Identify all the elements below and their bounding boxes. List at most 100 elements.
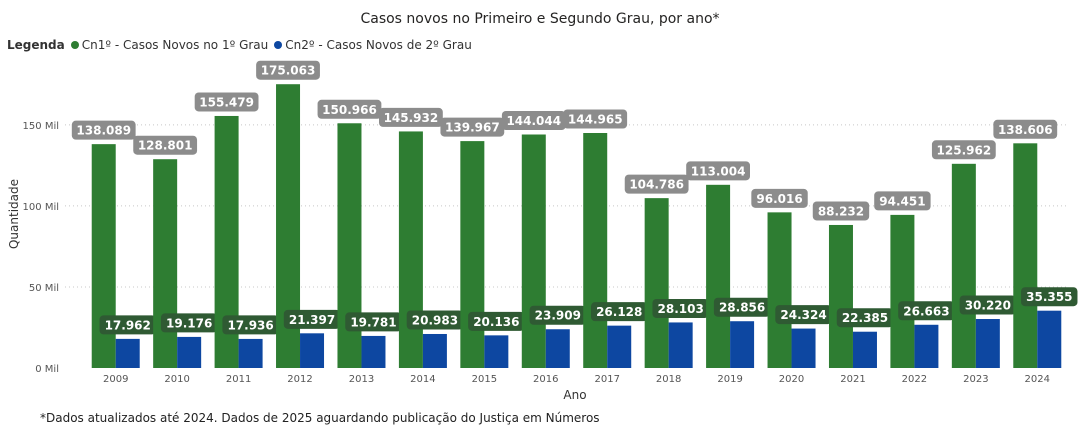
data-label-cn1-2024-bg: [993, 119, 1058, 139]
data-label-cn2-2011-bg: [222, 315, 279, 335]
data-label-cn1-2010: 128.801: [138, 139, 193, 153]
x-tick-label-2014: 2014: [410, 374, 435, 385]
bar-cn2-2015: [484, 335, 509, 368]
bar-cn1-2022: [890, 214, 915, 368]
x-tick-label-2009: 2009: [103, 374, 128, 385]
data-label-cn2-2013: 19.781: [350, 315, 396, 329]
data-label-cn2-2018-bg: [652, 298, 709, 318]
data-label-cn2-2015-bg: [468, 311, 525, 331]
data-label-cn1-2011: 155.479: [199, 95, 254, 109]
data-label-cn2-2017: 26.128: [596, 305, 642, 319]
legend-title: Legenda: [7, 38, 65, 52]
data-label-cn1-2014-bg: [379, 107, 443, 127]
legend-label-cn2: Cn2º - Casos Novos de 2º Grau: [285, 38, 472, 52]
data-label-cn2-2019-bg: [713, 297, 771, 317]
data-label-cn2-2010-bg: [160, 313, 218, 333]
data-label-cn2-2021: 22.385: [842, 311, 888, 325]
x-tick-label-2023: 2023: [963, 374, 988, 385]
data-label-cn1-2015: 139.967: [445, 121, 500, 135]
data-label-cn2-2018: 28.103: [658, 302, 704, 316]
legend-item-cn2[interactable]: Cn2º - Casos Novos de 2º Grau: [274, 38, 472, 52]
data-label-cn1-2010-bg: [133, 135, 198, 155]
bar-cn1-2014: [398, 131, 423, 368]
bar-cn2-2017: [607, 325, 632, 368]
bar-cn2-2016: [545, 329, 570, 368]
bar-cn2-2011: [238, 338, 263, 368]
data-label-cn1-2021-bg: [812, 201, 870, 221]
data-label-cn1-2018: 104.786: [629, 178, 684, 192]
x-tick-label-2016: 2016: [533, 374, 558, 385]
data-label-cn1-2012: 175.063: [261, 64, 316, 78]
data-label-cn2-2017-bg: [591, 302, 648, 322]
data-label-cn2-2012: 21.397: [289, 313, 335, 327]
footnote: *Dados atualizados até 2024. Dados de 20…: [40, 411, 600, 425]
bar-cn2-2014: [422, 333, 447, 368]
legend: Legenda Cn1º - Casos Novos no 1º Grau Cn…: [7, 38, 478, 52]
legend-dot-cn2-icon: [274, 41, 283, 49]
data-label-cn1-2022-bg: [874, 191, 931, 211]
data-label-cn2-2021-bg: [836, 308, 894, 328]
bar-cn1-2018: [644, 198, 669, 368]
bar-cn1-2015: [460, 141, 485, 368]
data-label-cn1-2024: 138.606: [998, 123, 1053, 137]
legend-label-cn1: Cn1º - Casos Novos no 1º Grau: [81, 38, 269, 52]
data-label-cn1-2015-bg: [440, 117, 505, 137]
bar-cn2-2022: [914, 324, 939, 368]
x-tick-label-2010: 2010: [164, 374, 189, 385]
legend-item-cn1[interactable]: Cn1º - Casos Novos no 1º Grau: [70, 38, 269, 52]
data-label-cn2-2019: 28.856: [719, 301, 765, 315]
y-tick-label: 150 Mil: [23, 121, 59, 132]
bar-cn1-2021: [828, 224, 853, 368]
bar-cn2-2012: [300, 333, 325, 368]
data-label-cn2-2023-bg: [959, 295, 1017, 315]
x-tick-label-2024: 2024: [1025, 374, 1050, 385]
data-label-cn1-2020-bg: [751, 188, 808, 208]
bar-cn1-2023: [951, 163, 976, 368]
data-label-cn1-2013: 150.966: [322, 103, 377, 117]
bar-cn2-2019: [730, 321, 755, 368]
x-tick-label-2012: 2012: [287, 374, 312, 385]
data-label-cn1-2019-bg: [686, 161, 750, 181]
y-tick-label: 100 Mil: [23, 202, 59, 213]
data-label-cn2-2022-bg: [898, 301, 955, 321]
chart-title: Casos novos no Primeiro e Segundo Grau, …: [360, 11, 720, 27]
data-label-cn1-2011-bg: [194, 92, 259, 112]
data-label-cn2-2023: 30.220: [965, 299, 1011, 313]
legend-dot-cn1-icon: [70, 41, 79, 49]
data-label-cn1-2023: 125.962: [937, 143, 992, 157]
data-label-cn1-2016-bg: [501, 110, 566, 130]
x-tick-label-2022: 2022: [902, 374, 927, 385]
data-label-cn2-2022: 26.663: [903, 304, 949, 318]
data-label-cn2-2020-bg: [775, 305, 832, 325]
bar-cn2-2013: [361, 335, 386, 368]
data-label-cn2-2009: 17.962: [105, 318, 151, 332]
x-tick-label-2020: 2020: [779, 374, 804, 385]
bar-cn2-2018: [668, 322, 693, 368]
x-tick-label-2019: 2019: [717, 374, 742, 385]
data-label-cn1-2016: 144.044: [506, 114, 561, 128]
y-axis-title: Quantidade: [7, 179, 21, 249]
x-tick-label-2015: 2015: [472, 374, 497, 385]
data-label-cn2-2011: 17.936: [227, 318, 273, 332]
data-label-cn2-2024-bg: [1021, 287, 1078, 307]
data-label-cn1-2021: 88.232: [818, 204, 864, 218]
bar-cn1-2019: [706, 184, 731, 368]
bar-cn2-2021: [852, 331, 877, 368]
data-label-cn2-2013-bg: [345, 312, 402, 332]
data-label-cn2-2020: 24.324: [780, 308, 826, 322]
x-axis-title: Ano: [563, 388, 586, 402]
x-tick-label-2018: 2018: [656, 374, 681, 385]
x-tick-label-2013: 2013: [349, 374, 374, 385]
bar-cn1-2016: [521, 134, 546, 368]
bar-cn2-2023: [975, 319, 1000, 368]
data-label-cn1-2018-bg: [624, 174, 689, 194]
data-label-cn2-2009-bg: [99, 315, 156, 335]
data-label-cn1-2017-bg: [563, 109, 628, 129]
bar-cn1-2010: [153, 159, 178, 368]
data-label-cn1-2009-bg: [71, 120, 136, 140]
bar-cn1-2020: [767, 212, 792, 368]
y-tick-label: 50 Mil: [29, 283, 59, 294]
data-label-cn1-2013-bg: [317, 99, 382, 119]
x-tick-label-2017: 2017: [594, 374, 619, 385]
data-label-cn2-2014: 20.983: [412, 313, 458, 327]
